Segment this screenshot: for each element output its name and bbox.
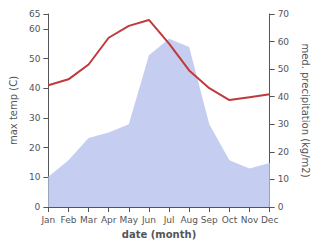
svg-text:20: 20: [29, 143, 41, 153]
svg-text:Oct: Oct: [222, 215, 238, 225]
svg-text:Jul: Jul: [163, 215, 175, 225]
svg-text:Aug: Aug: [180, 215, 198, 225]
svg-text:max temp (C): max temp (C): [8, 76, 19, 145]
svg-text:60: 60: [29, 24, 41, 34]
svg-text:30: 30: [29, 113, 41, 123]
svg-text:Sep: Sep: [201, 215, 218, 225]
svg-text:60: 60: [278, 37, 290, 47]
svg-text:Dec: Dec: [261, 215, 278, 225]
svg-text:med. precipitation (kg/m2): med. precipitation (kg/m2): [300, 43, 311, 177]
svg-text:50: 50: [29, 54, 41, 64]
svg-text:10: 10: [278, 174, 290, 184]
svg-text:date (month): date (month): [122, 229, 196, 240]
svg-text:0: 0: [35, 202, 41, 212]
svg-text:Mar: Mar: [80, 215, 97, 225]
svg-text:Jan: Jan: [40, 215, 55, 225]
svg-text:0: 0: [278, 202, 284, 212]
svg-text:10: 10: [29, 172, 41, 182]
svg-text:Apr: Apr: [101, 215, 117, 225]
svg-text:40: 40: [278, 92, 290, 102]
svg-text:Jun: Jun: [141, 215, 156, 225]
svg-text:Nov: Nov: [241, 215, 259, 225]
svg-text:30: 30: [278, 119, 290, 129]
svg-text:Feb: Feb: [61, 215, 77, 225]
svg-text:65: 65: [29, 9, 40, 19]
svg-text:70: 70: [278, 9, 290, 19]
svg-text:40: 40: [29, 83, 41, 93]
svg-text:50: 50: [278, 64, 290, 74]
svg-text:May: May: [120, 215, 139, 225]
svg-text:20: 20: [278, 147, 290, 157]
